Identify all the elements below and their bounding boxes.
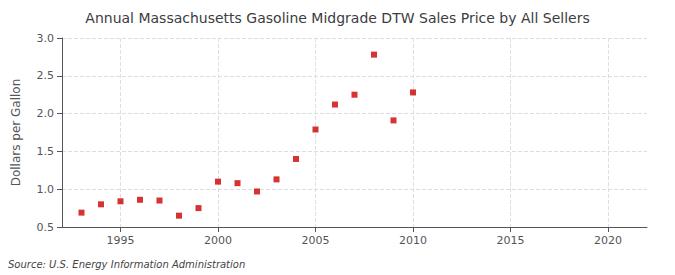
svg-text:2.0: 2.0 (37, 107, 55, 120)
svg-text:1.0: 1.0 (37, 183, 55, 196)
svg-text:2020: 2020 (594, 234, 622, 247)
svg-text:1.5: 1.5 (37, 145, 55, 158)
svg-text:2015: 2015 (497, 234, 525, 247)
svg-text:Dollars per Gallon: Dollars per Gallon (9, 79, 23, 187)
svg-text:1995: 1995 (107, 234, 135, 247)
svg-text:2010: 2010 (399, 234, 427, 247)
svg-text:2.5: 2.5 (37, 69, 55, 82)
svg-text:2000: 2000 (204, 234, 232, 247)
svg-text:2005: 2005 (302, 234, 330, 247)
svg-text:0.5: 0.5 (37, 221, 55, 234)
svg-text:Source: U.S. Energy Informatio: Source: U.S. Energy Information Administ… (8, 259, 245, 270)
svg-text:3.0: 3.0 (37, 32, 55, 45)
svg-text:Annual Massachusetts Gasoline: Annual Massachusetts Gasoline Midgrade D… (85, 10, 589, 26)
